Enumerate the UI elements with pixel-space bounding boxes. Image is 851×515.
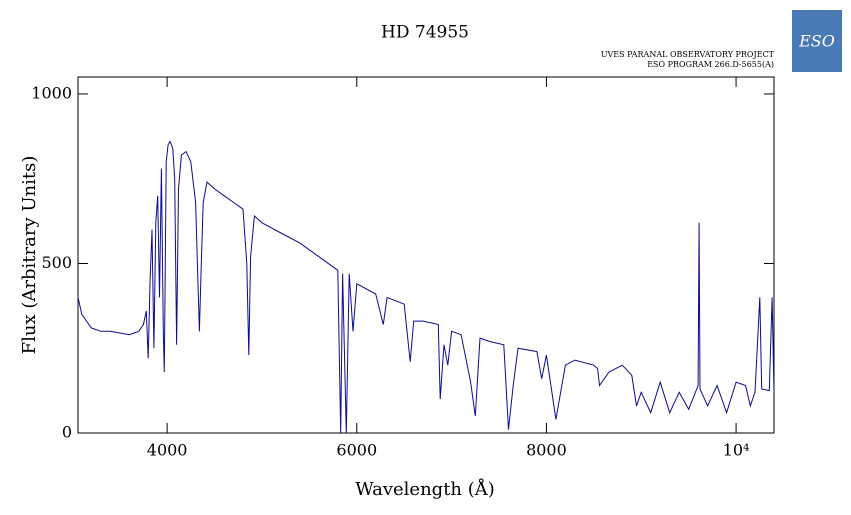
logo-box xyxy=(792,10,842,72)
x-tick-label: 4000 xyxy=(147,441,188,460)
note: ESO PROGRAM 266.D-5655(A) xyxy=(647,60,774,69)
note: UVES PARANAL OBSERVATORY PROJECT xyxy=(601,50,775,59)
y-axis-label: Flux (Arbitrary Units) xyxy=(19,156,40,355)
chart-title: HD 74955 xyxy=(381,23,469,43)
x-tick-label: 10⁴ xyxy=(723,441,750,460)
plot-frame xyxy=(77,76,775,434)
y-tick-label: 500 xyxy=(41,253,72,272)
logo: ESO xyxy=(798,32,835,51)
y-tick-label: 0 xyxy=(62,423,72,442)
x-tick-label: 8000 xyxy=(526,441,567,460)
x-axis-label: Wavelength (Å) xyxy=(355,478,495,500)
x-tick-label: 6000 xyxy=(336,441,377,460)
spectrum-line xyxy=(77,140,775,434)
y-tick-label: 1000 xyxy=(31,83,72,102)
